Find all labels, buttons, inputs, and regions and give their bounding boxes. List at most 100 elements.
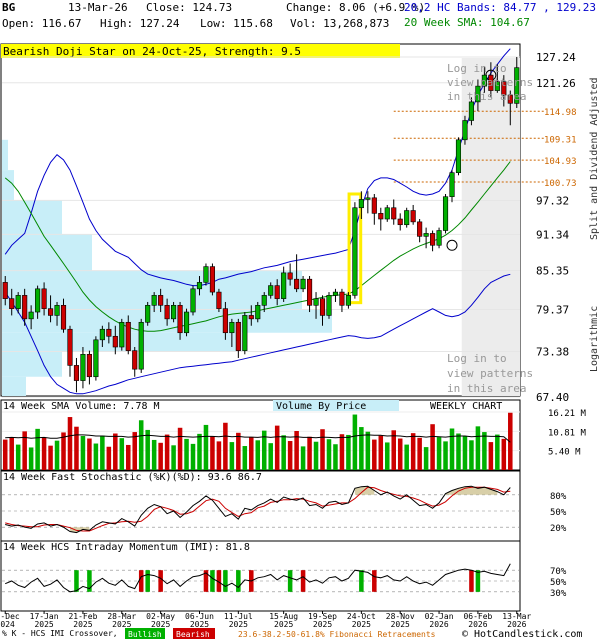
candle-body-11 [73, 365, 80, 381]
stoch-title: 14 Week Fast Stochastic (%K)(%D): 93.6 8… [3, 472, 262, 483]
imi-crossover-3 [145, 570, 150, 592]
volume-bar-19 [125, 444, 131, 470]
stoch-tick-0: 80% [550, 492, 567, 502]
candle-body-3 [22, 295, 28, 320]
candle-body-42 [274, 285, 280, 299]
volume-bar-40 [261, 430, 267, 470]
volume-bar-11 [74, 426, 79, 470]
volume-bar-41 [268, 443, 273, 470]
candle-body-53 [345, 295, 351, 306]
candle-body-69 [449, 172, 455, 198]
imi-title: 14 Week HCS Intraday Momentum (IMI): 81.… [3, 542, 250, 553]
date-tick-0: 20-Dec [0, 612, 20, 621]
candle-body-48 [313, 298, 319, 306]
price-tick-4: 85.35 [536, 265, 569, 278]
volume-tick-0: 16.21 M [548, 409, 587, 419]
vbp-bar-11 [2, 376, 26, 396]
imi-crossover-4 [158, 570, 163, 592]
volume-bar-68 [443, 441, 448, 470]
candle-body-75 [488, 74, 494, 91]
volume-bar-45 [294, 430, 299, 470]
date-tick-year-1: 2025 [34, 620, 53, 629]
price-tick-2: 97.32 [536, 194, 569, 207]
candle-body-71 [462, 120, 468, 141]
candle-body-2 [15, 295, 21, 309]
volume-bar-29 [190, 443, 196, 470]
imi-crossover-2 [138, 570, 144, 592]
right-axis-title-top: Split and Dividend Adjusted [589, 77, 600, 240]
volume-bar-4 [28, 447, 34, 470]
candle-body-56 [365, 197, 371, 200]
date-tick-year-3: 2025 [112, 620, 131, 629]
candle-body-22 [145, 304, 151, 323]
candle-body-4 [28, 311, 34, 320]
volume-bar-67 [436, 437, 442, 470]
volume-bar-48 [313, 441, 319, 470]
candle-body-32 [209, 266, 216, 293]
volume-sma-line [5, 434, 511, 443]
volume-bar-56 [365, 431, 371, 470]
imi-crossover-7 [216, 570, 222, 592]
candle-body-21 [138, 321, 144, 370]
volume-label: Vol: 13,268,873 [290, 17, 389, 30]
volume-bar-38 [249, 437, 254, 470]
volume-bar-64 [417, 437, 422, 470]
candle-body-77 [501, 81, 507, 96]
volume-bar-49 [320, 429, 325, 470]
candle-body-74 [481, 74, 487, 87]
imi-crossover-13 [359, 570, 364, 592]
date-tick-year-2: 2025 [73, 620, 92, 629]
candle-body-78 [507, 94, 513, 104]
volume-bar-6 [41, 437, 47, 470]
candle-body-40 [261, 295, 267, 306]
volume-bar-76 [495, 434, 500, 470]
price-tick-1: 121.26 [536, 77, 576, 90]
stoch-oversold-14 [69, 527, 90, 533]
weekly-chart-label: WEEKLY CHART [430, 401, 502, 412]
volume-bar-70 [456, 433, 461, 470]
date-tick-year-0: 2024 [0, 620, 15, 629]
pattern-marker-low [446, 239, 458, 251]
candle-body-61 [397, 218, 403, 226]
date-tick-year-6: 2025 [229, 620, 248, 629]
hc-bands-label: 20,2 HC Bands: 84.77 , 129.23 [404, 1, 596, 14]
candle-body-12 [80, 353, 86, 381]
candle-body-62 [404, 210, 410, 226]
volume-bar-3 [22, 431, 27, 470]
candle-body-23 [151, 295, 157, 306]
candle-body-46 [300, 278, 306, 290]
candle-body-15 [99, 328, 105, 341]
volume-bar-14 [93, 443, 99, 470]
volume-bar-66 [430, 424, 435, 470]
stoch-tick-2: 20% [550, 524, 567, 534]
volume-bar-8 [54, 440, 60, 470]
volume-bar-65 [423, 447, 429, 470]
candle-body-45 [294, 278, 300, 290]
volume-bar-53 [346, 434, 351, 470]
candle-body-0 [2, 282, 8, 299]
volume-bar-74 [482, 432, 487, 470]
candle-body-10 [67, 328, 73, 366]
candle-body-67 [436, 230, 442, 246]
volume-bar-59 [384, 442, 390, 470]
imi-tick-2: 30% [550, 589, 567, 599]
volume-bar-47 [307, 436, 312, 470]
date-tick-year-10: 2025 [391, 620, 410, 629]
candle-body-19 [125, 321, 131, 351]
candle-body-79 [514, 67, 520, 104]
vbp-bar-4 [2, 170, 14, 201]
volume-bar-16 [106, 446, 112, 470]
candle-body-50 [326, 295, 332, 316]
candle-body-47 [306, 278, 313, 306]
price-tick-6: 73.38 [536, 346, 569, 359]
bearish-legend: Bearish [176, 630, 210, 639]
date-tick-year-4: 2025 [151, 620, 170, 629]
candle-body-65 [423, 233, 429, 237]
candle-body-6 [41, 288, 47, 309]
fib-label-0: 114.98 [544, 108, 577, 118]
volume-bar-31 [203, 424, 209, 470]
date-label: 13-Mar-26 [68, 1, 128, 14]
login-line-2: view patterns [447, 76, 533, 89]
candle-body-13 [86, 353, 92, 378]
date-tick-5: 06-Jun [185, 612, 214, 621]
